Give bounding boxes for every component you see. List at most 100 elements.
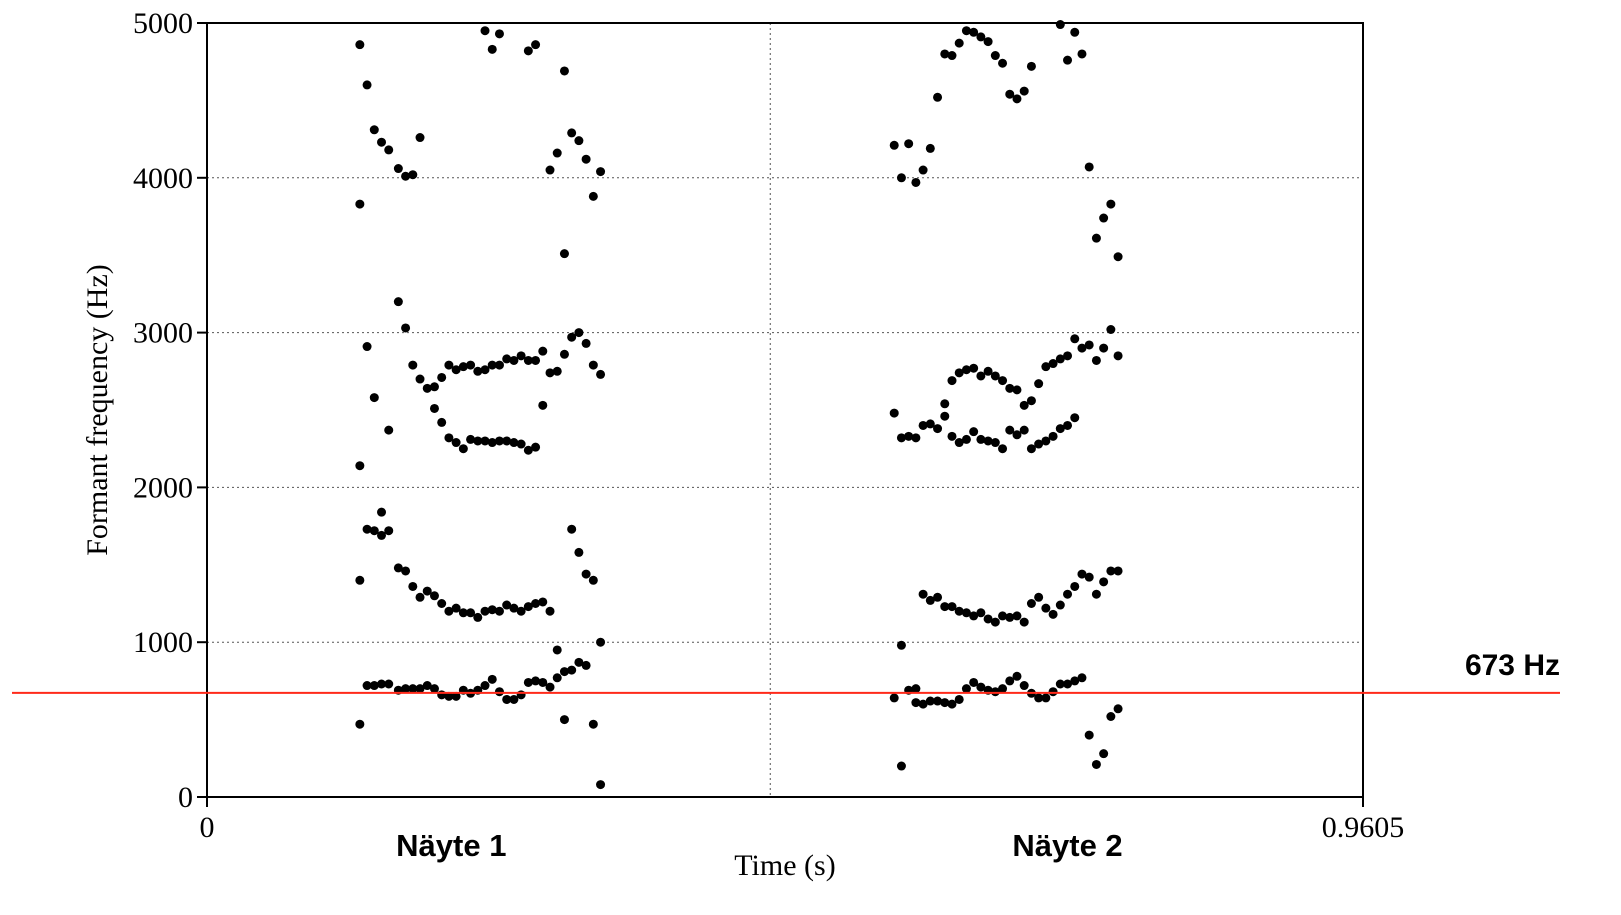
data-point	[480, 681, 490, 691]
data-point	[552, 673, 562, 683]
data-point	[574, 547, 584, 557]
data-point	[401, 684, 411, 694]
data-point	[401, 171, 411, 181]
data-point	[451, 691, 461, 701]
data-point	[976, 371, 986, 381]
data-point	[1012, 94, 1022, 104]
data-point	[954, 438, 964, 448]
data-point	[983, 436, 993, 446]
data-point	[1077, 673, 1087, 683]
data-point	[1019, 425, 1029, 435]
data-point	[1026, 599, 1036, 608]
y-tick-label: 5000	[133, 7, 193, 40]
data-point	[567, 665, 577, 675]
data-point	[487, 360, 497, 370]
data-point	[494, 29, 504, 39]
data-point	[1070, 413, 1080, 423]
data-point	[415, 133, 425, 143]
data-point	[444, 691, 454, 701]
data-point	[538, 597, 548, 607]
y-tick-label: 4000	[133, 162, 193, 195]
data-point	[1063, 420, 1073, 430]
data-point	[581, 660, 591, 670]
data-point	[1077, 49, 1087, 59]
data-point	[516, 606, 526, 616]
data-point	[509, 603, 519, 613]
data-point	[444, 606, 454, 616]
data-point	[1012, 430, 1022, 440]
data-point	[925, 143, 935, 153]
data-point	[911, 698, 921, 708]
data-point	[976, 682, 986, 692]
sample-label-1: Näyte 1	[396, 828, 506, 863]
data-point	[531, 442, 541, 452]
data-point	[596, 637, 606, 647]
data-point	[509, 355, 519, 365]
data-point	[531, 40, 541, 50]
y-axis-ticks: 0 1000 2000 3000 4000 5000	[133, 7, 207, 814]
data-point	[1099, 749, 1109, 759]
data-point	[1041, 693, 1051, 703]
x-axis-title: Time (s)	[734, 849, 835, 882]
data-point	[1055, 354, 1065, 364]
data-point	[523, 445, 533, 455]
data-point	[933, 696, 943, 706]
data-point	[509, 438, 519, 448]
data-point	[451, 365, 461, 375]
data-point	[940, 399, 950, 409]
data-point	[940, 698, 950, 708]
data-point	[408, 360, 418, 370]
data-point	[567, 128, 577, 138]
data-point	[466, 608, 476, 618]
data-point	[393, 164, 403, 174]
data-point	[355, 719, 365, 729]
data-point	[1055, 600, 1065, 610]
data-point	[487, 674, 497, 684]
data-point	[1026, 61, 1036, 71]
data-point	[559, 667, 569, 677]
data-point	[990, 371, 1000, 381]
data-point	[1084, 572, 1094, 582]
data-point	[1113, 566, 1123, 576]
data-point	[384, 526, 394, 536]
data-point	[567, 332, 577, 342]
data-point	[940, 49, 950, 59]
plot-frame	[206, 22, 1364, 798]
data-point	[911, 684, 921, 694]
data-point	[355, 575, 365, 585]
data-point	[473, 366, 483, 376]
data-point	[1005, 425, 1015, 435]
data-point	[1026, 396, 1036, 406]
data-point	[494, 436, 504, 446]
data-point	[384, 679, 394, 689]
data-point	[918, 420, 928, 430]
data-point	[911, 433, 921, 443]
data-point	[961, 684, 971, 694]
data-point	[1091, 233, 1101, 243]
data-point	[596, 780, 606, 790]
sample-label-2: Näyte 2	[1012, 828, 1122, 863]
data-point	[401, 566, 411, 576]
data-point	[954, 368, 964, 378]
data-point	[933, 424, 943, 434]
data-point	[1055, 679, 1065, 689]
data-point	[480, 436, 490, 446]
data-point	[473, 436, 483, 446]
data-point	[1048, 359, 1058, 369]
data-point	[422, 586, 432, 596]
data-point	[545, 165, 555, 175]
grid-lines	[207, 23, 1363, 797]
data-point	[1070, 581, 1080, 591]
data-point	[1005, 383, 1015, 393]
data-point	[588, 719, 598, 729]
data-point	[1019, 681, 1029, 691]
data-point	[362, 681, 372, 691]
data-point	[990, 687, 1000, 697]
data-point	[429, 684, 439, 694]
data-point	[384, 425, 394, 435]
data-point	[581, 569, 591, 579]
data-point	[1026, 444, 1036, 454]
data-point	[355, 40, 365, 50]
data-point	[1034, 693, 1044, 703]
data-point	[444, 433, 454, 443]
